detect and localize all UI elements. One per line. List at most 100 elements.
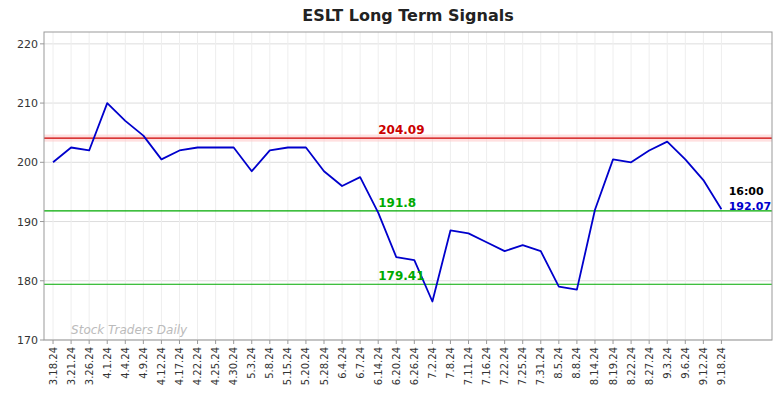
grid-line-y — [44, 221, 772, 222]
grid-line-x — [667, 32, 668, 340]
x-tick — [324, 340, 325, 344]
reference-label: 179.41 — [378, 269, 424, 283]
x-tick — [468, 340, 469, 344]
x-tick — [432, 340, 433, 344]
grid-line-x — [161, 32, 162, 340]
y-tick — [40, 280, 44, 281]
reference-line — [44, 210, 772, 211]
x-tick — [667, 340, 668, 344]
grid-line-x — [89, 32, 90, 340]
watermark: Stock Traders Daily — [71, 323, 188, 337]
x-tick — [197, 340, 198, 344]
x-tick — [486, 340, 487, 344]
x-tick-label: 7.22.24 — [499, 347, 510, 385]
chart: ESLT Long Term Signals Stock Traders Dail… — [0, 0, 784, 398]
grid-line-x — [233, 32, 234, 340]
grid-line-x — [287, 32, 288, 340]
y-tick-label: 200 — [17, 156, 38, 169]
grid-line-y — [44, 103, 772, 104]
x-tick-label: 4.22.24 — [192, 347, 203, 385]
grid-line-x — [179, 32, 180, 340]
x-tick — [71, 340, 72, 344]
grid-line-y — [44, 43, 772, 44]
x-tick — [360, 340, 361, 344]
x-tick — [143, 340, 144, 344]
x-tick — [450, 340, 451, 344]
x-tick — [649, 340, 650, 344]
reference-line — [44, 137, 772, 138]
grid-line-x — [378, 32, 379, 340]
grid-line-x — [143, 32, 144, 340]
grid-line-x — [468, 32, 469, 340]
x-tick-label: 5.20.24 — [300, 347, 311, 385]
grid-line-x — [703, 32, 704, 340]
grid-line-x — [504, 32, 505, 340]
x-tick — [613, 340, 614, 344]
x-tick-label: 6.7.24 — [355, 347, 366, 379]
x-tick — [342, 340, 343, 344]
x-tick-label: 4.25.24 — [210, 347, 221, 385]
x-tick-label: 6.26.24 — [409, 347, 420, 385]
price-line — [53, 103, 721, 301]
y-axis: 170180190200210220 — [17, 38, 44, 347]
reference-label: 191.8 — [378, 196, 416, 210]
x-tick-label: 9.12.24 — [698, 347, 709, 385]
x-tick-label: 4.30.24 — [228, 347, 239, 385]
grid-line-x — [450, 32, 451, 340]
x-tick-label: 6.4.24 — [337, 347, 348, 379]
x-tick — [685, 340, 686, 344]
x-tick-label: 6.20.24 — [391, 347, 402, 385]
x-tick-label: 8.14.24 — [589, 347, 600, 385]
x-tick — [53, 340, 54, 344]
grid-line-x — [125, 32, 126, 340]
x-tick-label: 3.26.24 — [84, 347, 95, 385]
grid-line-x — [685, 32, 686, 340]
x-tick — [631, 340, 632, 344]
end-label-price: 192.07 — [729, 200, 771, 213]
x-tick — [504, 340, 505, 344]
grid-line-x — [305, 32, 306, 340]
end-label-time: 16:00 — [729, 185, 764, 198]
y-tick — [40, 221, 44, 222]
x-axis: 3.18.243.21.243.26.244.1.244.4.244.9.244… — [48, 340, 727, 385]
x-tick — [233, 340, 234, 344]
y-tick — [40, 340, 44, 341]
x-tick — [269, 340, 270, 344]
grid-line-x — [631, 32, 632, 340]
x-tick-label: 7.31.24 — [535, 347, 546, 385]
x-tick — [540, 340, 541, 344]
x-tick — [305, 340, 306, 344]
grid-line-x — [215, 32, 216, 340]
grid-line-x — [594, 32, 595, 340]
x-tick-label: 8.5.24 — [553, 347, 564, 379]
x-tick-label: 6.14.24 — [373, 347, 384, 385]
reference-line — [44, 284, 772, 285]
x-tick — [107, 340, 108, 344]
x-tick-label: 9.6.24 — [680, 347, 691, 379]
x-tick-label: 5.15.24 — [282, 347, 293, 385]
x-tick-label: 7.8.24 — [445, 347, 456, 379]
x-tick — [251, 340, 252, 344]
grid-line-x — [107, 32, 108, 340]
grid-line-x — [197, 32, 198, 340]
x-tick-label: 7.2.24 — [427, 347, 438, 379]
x-tick-label: 8.27.24 — [644, 347, 655, 385]
reference-label: 204.09 — [378, 123, 424, 137]
y-tick — [40, 103, 44, 104]
x-tick — [522, 340, 523, 344]
x-tick — [287, 340, 288, 344]
y-tick-label: 170 — [17, 334, 38, 347]
grid-line-x — [522, 32, 523, 340]
x-tick-label: 4.9.24 — [138, 347, 149, 379]
x-tick-label: 5.8.24 — [264, 347, 275, 379]
grid-line-x — [721, 32, 722, 340]
x-tick — [414, 340, 415, 344]
x-tick — [215, 340, 216, 344]
x-tick-label: 8.19.24 — [608, 347, 619, 385]
y-tick-label: 190 — [17, 216, 38, 229]
title: ESLT Long Term Signals — [302, 6, 514, 25]
y-tick-label: 180 — [17, 275, 38, 288]
x-tick-label: 3.18.24 — [48, 347, 59, 385]
x-tick — [125, 340, 126, 344]
grid-line-x — [71, 32, 72, 340]
